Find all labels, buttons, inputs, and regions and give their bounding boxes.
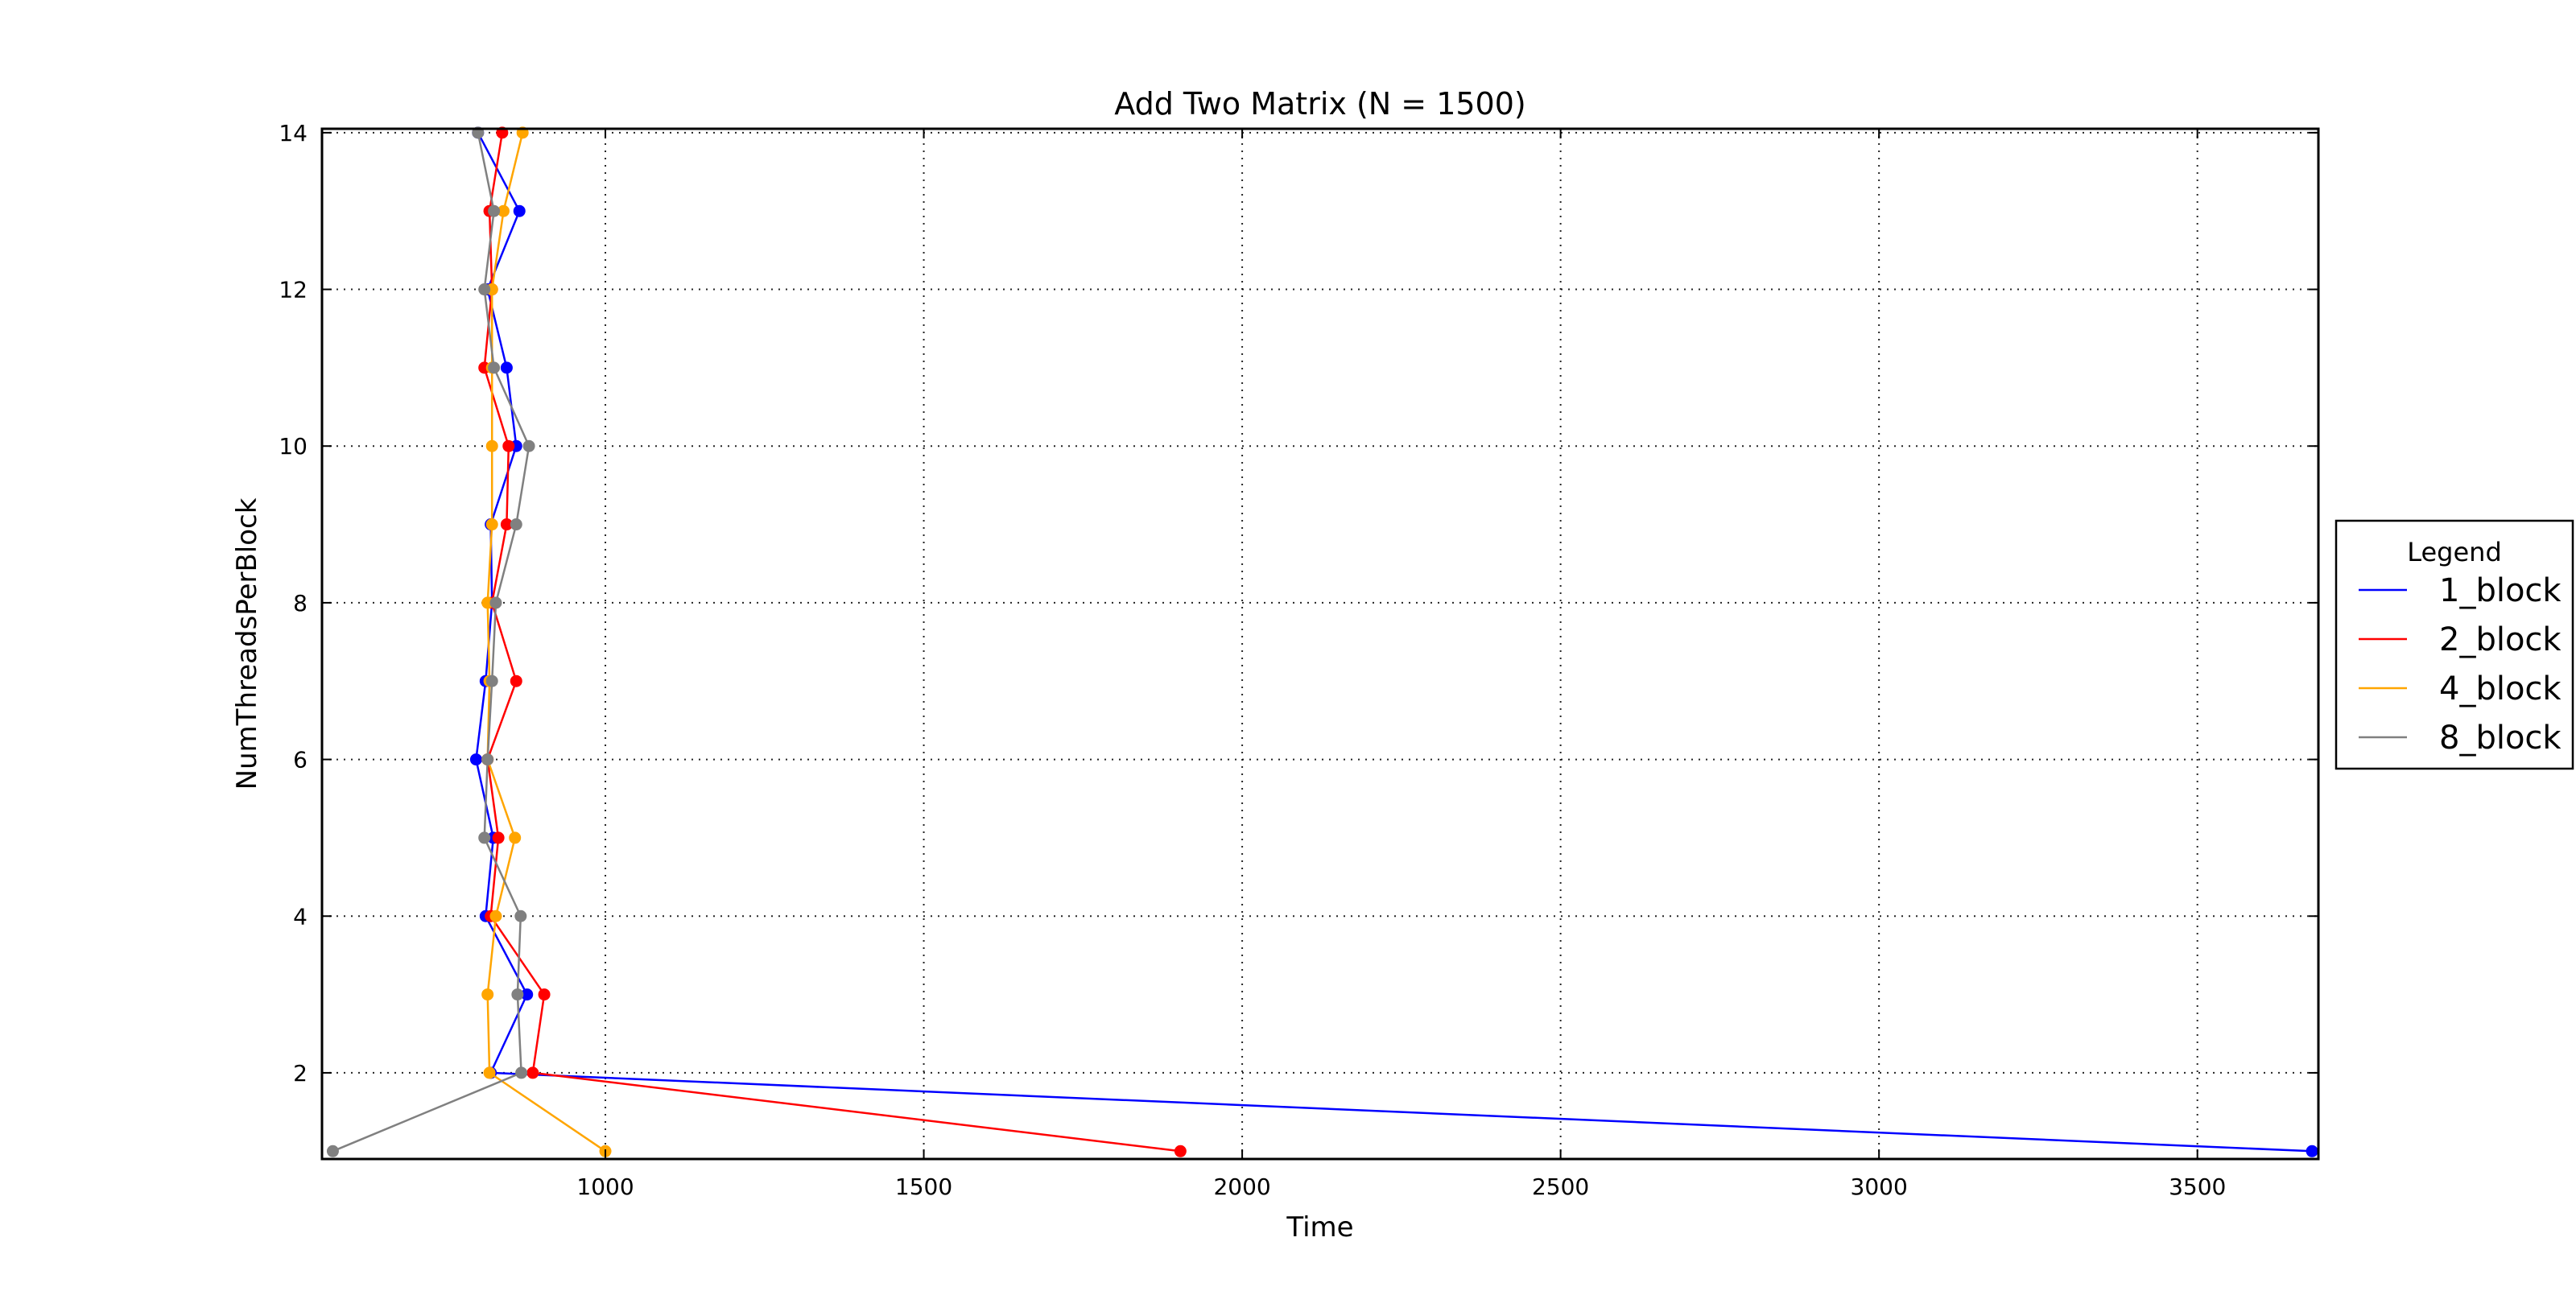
data-point-8_block xyxy=(485,674,498,687)
grid-lines xyxy=(322,129,2318,1159)
y-tick-label: 2 xyxy=(293,1060,308,1087)
series-line-4_block xyxy=(486,132,606,1153)
series-line-8_block xyxy=(332,132,530,1153)
data-point-2_block xyxy=(1174,1145,1187,1157)
axis-ticks: 1000 1500 2000 2500 3000 3500 2 4 6 8 10 12 14 xyxy=(279,120,2318,1200)
y-tick-label: 12 xyxy=(279,277,308,303)
data-point-8_block xyxy=(515,1066,528,1079)
data-point-4_block xyxy=(509,831,522,844)
data-point-4_block xyxy=(483,1066,496,1079)
legend-box xyxy=(2334,519,2574,770)
y-axis-label: NumThreadsPerBlock xyxy=(231,497,263,790)
x-tick-label: 3000 xyxy=(1851,1173,1908,1200)
data-point-2_block xyxy=(510,674,522,687)
x-tick-label: 3500 xyxy=(2169,1173,2226,1200)
x-axis-label: Time xyxy=(1286,1211,1353,1244)
plot-frame xyxy=(320,127,2320,1161)
data-point-2_block xyxy=(502,439,515,452)
series-8_block xyxy=(326,126,535,1157)
chart-title: Add Two Matrix (N = 1500) xyxy=(1114,86,1525,122)
y-tick-label: 10 xyxy=(279,433,308,460)
data-point-8_block xyxy=(488,204,501,217)
x-tick-label: 1500 xyxy=(895,1173,952,1200)
legend: Legend 1_block 2_block 4_block 8_block xyxy=(2334,519,2574,770)
series-layer xyxy=(326,126,2318,1157)
data-point-8_block xyxy=(489,596,502,609)
data-point-4_block xyxy=(489,909,502,922)
data-point-2_block xyxy=(538,988,551,1001)
data-point-1_block xyxy=(500,361,513,374)
data-point-8_block xyxy=(326,1145,339,1157)
data-point-1_block xyxy=(469,753,482,766)
data-point-8_block xyxy=(478,283,491,296)
data-point-8_block xyxy=(510,518,522,531)
legend-items: 1_block 2_block 4_block 8_block xyxy=(2359,572,2562,757)
data-point-8_block xyxy=(488,361,501,374)
legend-label-4_block: 4_block xyxy=(2439,670,2562,707)
legend-label-8_block: 8_block xyxy=(2439,720,2562,757)
y-tick-label: 6 xyxy=(293,747,308,773)
data-point-4_block xyxy=(485,518,498,531)
series-line-2_block xyxy=(483,132,1181,1153)
y-tick-label: 4 xyxy=(293,903,308,930)
x-tick-label: 2500 xyxy=(1532,1173,1589,1200)
data-point-8_block xyxy=(514,909,527,922)
data-point-8_block xyxy=(511,988,524,1001)
data-point-1_block xyxy=(2306,1145,2318,1157)
data-point-8_block xyxy=(478,831,491,844)
legend-title: Legend xyxy=(2407,537,2502,567)
data-point-4_block xyxy=(481,988,494,1001)
data-point-1_block xyxy=(513,204,526,217)
data-point-4_block xyxy=(485,439,498,452)
legend-label-1_block: 1_block xyxy=(2439,572,2562,609)
data-point-8_block xyxy=(522,439,535,452)
y-tick-label: 14 xyxy=(279,120,308,146)
data-point-2_block xyxy=(526,1066,539,1079)
legend-label-2_block: 2_block xyxy=(2439,621,2562,658)
x-tick-label: 2000 xyxy=(1213,1173,1270,1200)
y-tick-label: 8 xyxy=(293,590,308,617)
data-point-8_block xyxy=(481,753,494,766)
data-point-2_block xyxy=(492,831,505,844)
x-tick-label: 1000 xyxy=(576,1173,634,1200)
